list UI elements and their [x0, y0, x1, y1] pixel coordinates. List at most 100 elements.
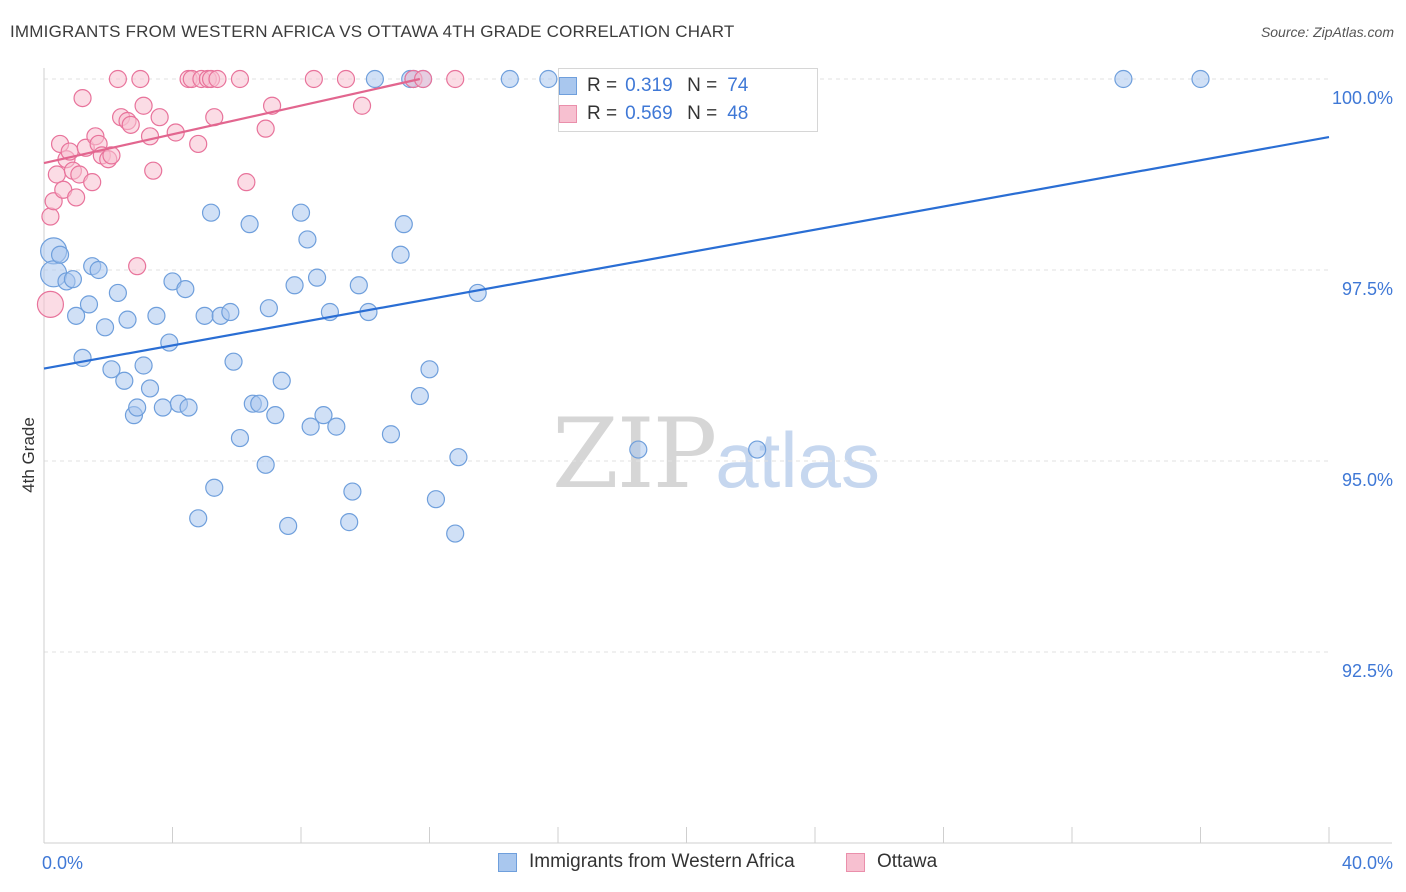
n-label: N =	[687, 75, 718, 96]
point-western-africa	[272, 371, 291, 390]
point-ottawa	[413, 69, 433, 89]
point-ottawa	[36, 290, 65, 318]
x-tick-label: 0.0%	[42, 853, 83, 873]
point-ottawa	[134, 96, 153, 115]
point-western-africa	[153, 398, 172, 417]
axes	[43, 68, 1392, 844]
n-value: 48	[727, 103, 749, 124]
point-western-africa	[349, 276, 368, 295]
r-label: R =	[587, 75, 618, 96]
point-ottawa	[144, 161, 163, 180]
point-western-africa	[340, 513, 359, 532]
point-western-africa	[285, 276, 304, 295]
point-ottawa	[189, 134, 208, 154]
point-western-africa	[279, 516, 298, 536]
point-ottawa	[446, 69, 465, 89]
legend-item-western-africa: Immigrants from Western Africa	[498, 851, 795, 873]
point-western-africa	[118, 310, 137, 329]
point-western-africa	[195, 306, 214, 325]
source-label: Source: ZipAtlas.com	[1260, 24, 1394, 40]
point-western-africa	[301, 417, 320, 436]
point-western-africa	[250, 394, 269, 413]
point-ottawa	[108, 69, 127, 89]
y-tick-label: 92.5%	[1342, 661, 1393, 681]
legend-item-ottawa: Ottawa	[846, 851, 937, 873]
x-tick-label: 40.0%	[1342, 853, 1393, 873]
correlation-legend: R = 0.319 N = 74 R = 0.569 N = 48	[558, 68, 818, 132]
point-ottawa	[352, 96, 372, 115]
data-points	[36, 69, 1210, 543]
n-value: 74	[727, 75, 749, 96]
legend-label: Immigrants from Western Africa	[529, 851, 795, 872]
point-western-africa	[314, 406, 333, 425]
y-tick-label: 97.5%	[1342, 279, 1393, 299]
point-western-africa	[1114, 69, 1133, 89]
point-ottawa	[128, 257, 147, 276]
r-value: 0.319	[625, 75, 673, 96]
point-western-africa	[230, 428, 250, 448]
point-western-africa	[102, 360, 121, 379]
point-western-africa	[410, 386, 429, 406]
point-ottawa	[150, 108, 169, 127]
point-western-africa	[365, 69, 384, 89]
point-western-africa	[240, 215, 259, 234]
point-western-africa	[50, 245, 70, 264]
point-western-africa	[629, 440, 648, 459]
r-value: 0.569	[625, 103, 673, 124]
point-ottawa	[237, 173, 256, 192]
point-western-africa	[63, 270, 83, 289]
point-western-africa	[179, 398, 198, 417]
point-western-africa	[73, 348, 92, 367]
point-western-africa	[259, 299, 278, 318]
point-western-africa	[298, 230, 317, 249]
point-western-africa	[500, 69, 519, 89]
point-western-africa	[79, 295, 99, 314]
point-ottawa	[336, 69, 356, 89]
point-ottawa	[83, 173, 102, 192]
trend-line-ottawa	[43, 77, 421, 165]
trend-lines	[43, 77, 1330, 370]
tick-labels: 92.5% 95.0% 97.5% 100.0% 0.0% 40.0% 4th Grade	[19, 88, 1393, 873]
chart-title: IMMIGRANTS FROM WESTERN AFRICA VS OTTAWA…	[10, 22, 735, 41]
point-western-africa	[449, 448, 468, 467]
point-western-africa	[224, 352, 243, 371]
series-legend: Immigrants from Western Africa Ottawa	[0, 851, 1406, 877]
point-western-africa	[266, 406, 285, 425]
point-western-africa	[147, 306, 166, 325]
legend-swatch-blue	[498, 852, 517, 872]
point-ottawa	[73, 88, 92, 108]
point-western-africa	[426, 490, 446, 509]
point-western-africa	[176, 280, 195, 299]
point-western-africa	[140, 379, 160, 398]
point-western-africa	[221, 302, 240, 322]
point-western-africa	[307, 268, 327, 287]
point-western-africa	[539, 69, 558, 89]
point-western-africa	[291, 203, 311, 222]
point-western-africa	[205, 478, 224, 497]
point-western-africa	[1191, 69, 1210, 89]
point-western-africa	[468, 283, 487, 303]
point-ottawa	[140, 127, 160, 146]
point-western-africa	[394, 215, 413, 234]
point-western-africa	[160, 333, 179, 352]
trend-line-western-africa	[43, 135, 1330, 370]
point-western-africa	[256, 455, 275, 474]
point-ottawa	[256, 119, 275, 138]
point-western-africa	[391, 245, 410, 264]
point-ottawa	[41, 207, 60, 226]
point-western-africa	[115, 371, 134, 390]
point-ottawa	[131, 69, 150, 89]
point-western-africa	[89, 260, 108, 280]
watermark-atlas: atlas	[715, 416, 880, 504]
y-axis-label: 4th Grade	[19, 417, 38, 493]
legend-row-ottawa: R = 0.569 N = 48	[559, 101, 749, 127]
point-western-africa	[108, 283, 127, 303]
legend-swatch-pink	[559, 105, 577, 123]
point-western-africa	[420, 360, 439, 379]
legend-swatch-pink	[846, 852, 865, 872]
point-western-africa	[67, 306, 86, 325]
point-ottawa	[304, 69, 323, 89]
point-ottawa	[47, 165, 66, 184]
y-tick-label: 95.0%	[1342, 470, 1393, 490]
point-western-africa	[128, 398, 147, 417]
